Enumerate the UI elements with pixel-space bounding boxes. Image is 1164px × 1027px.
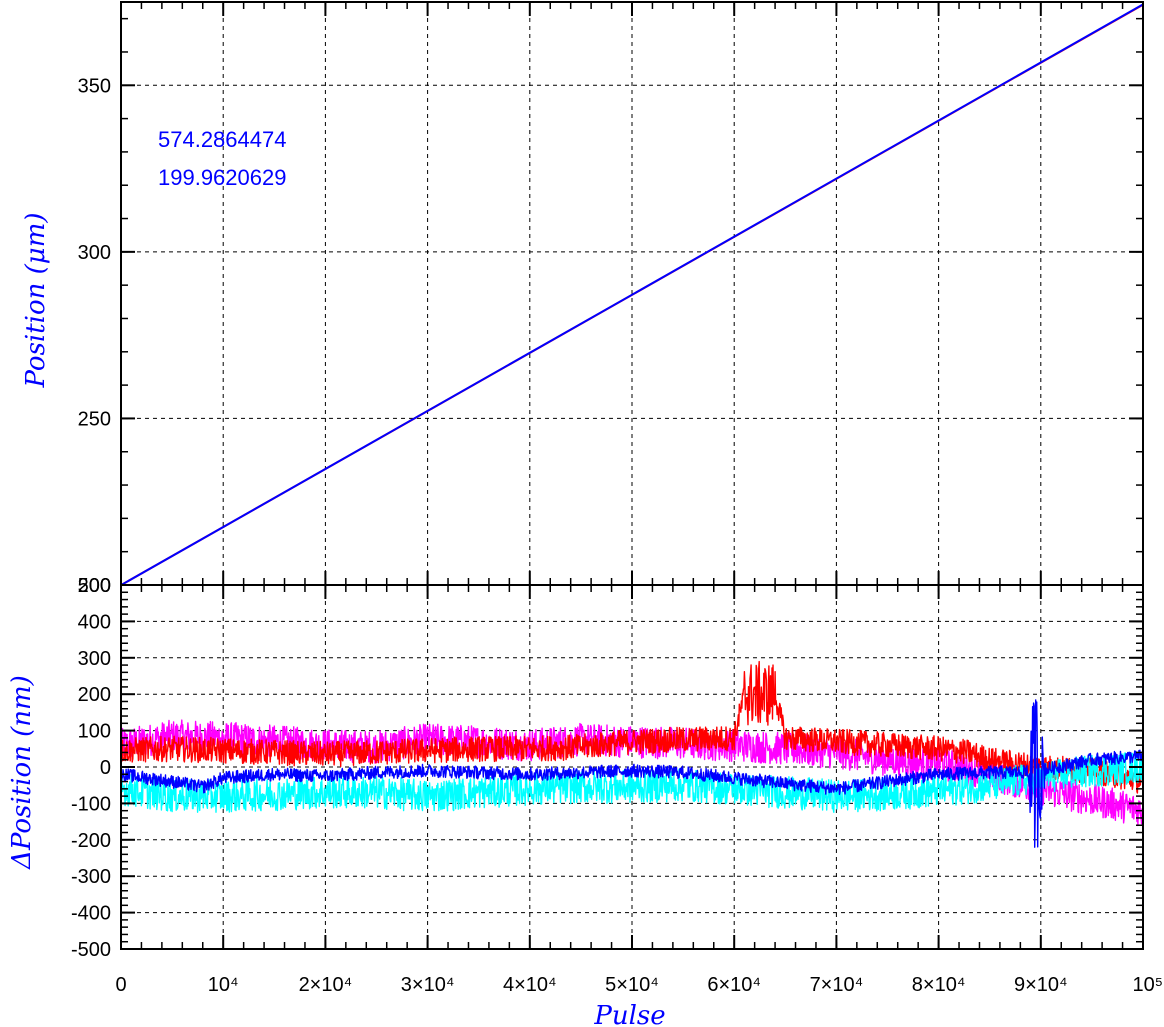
bottom-ytick-label: 200	[78, 684, 111, 706]
xtick-label: 10⁵	[1132, 974, 1163, 996]
bottom-ytick-label: -400	[71, 903, 111, 925]
top-series-line-1	[120, 3, 1144, 586]
annotation-value-2: 199.9620629	[158, 165, 286, 190]
bottom-ytick-label: 100	[78, 721, 111, 743]
top-y-axis-title: Position (μm)	[21, 212, 51, 388]
xtick-label: 2×10⁴	[299, 974, 353, 996]
tick-layer	[120, 2, 1144, 950]
bottom-ytick-label: 400	[78, 611, 111, 633]
top-ytick-label: 250	[78, 408, 111, 430]
bottom-ytick-label: -100	[71, 793, 111, 815]
bottom-ytick-label: 300	[78, 648, 111, 670]
top-ytick-label: 300	[78, 242, 111, 264]
xtick-label: 7×10⁴	[810, 974, 864, 996]
xtick-label: 8×10⁴	[912, 974, 966, 996]
data-layer	[120, 3, 1144, 848]
bottom-series-line-3	[120, 699, 1144, 848]
bottom-ytick-label: 500	[78, 575, 111, 597]
bottom-ytick-label: -500	[71, 939, 111, 961]
x-axis-title: Pulse	[593, 1001, 665, 1027]
xtick-label: 10⁴	[208, 974, 239, 996]
xtick-label: 4×10⁴	[503, 974, 557, 996]
bottom-y-axis-title: ΔPosition (nm)	[7, 675, 37, 870]
xtick-label: 9×10⁴	[1014, 974, 1068, 996]
xtick-label: 5×10⁴	[605, 974, 659, 996]
top-ytick-label: 350	[78, 75, 111, 97]
bottom-ytick-label: -200	[71, 830, 111, 852]
bottom-panel-frame	[120, 584, 1144, 950]
bottom-ytick-label: -300	[71, 866, 111, 888]
top-ytick-label: 200	[78, 575, 111, 597]
bottom-series-line-1	[120, 660, 1144, 794]
bottom-ytick-label: 0	[100, 757, 111, 779]
xtick-label: 6×10⁴	[707, 974, 761, 996]
xtick-label: 0	[115, 974, 126, 996]
annotation-value-1: 574.2864474	[158, 127, 286, 152]
xtick-label: 3×10⁴	[401, 974, 455, 996]
label-layer: 200 250 300 350 -500 -400 -300 -200 -100 0 100 200 3…	[71, 75, 1163, 996]
